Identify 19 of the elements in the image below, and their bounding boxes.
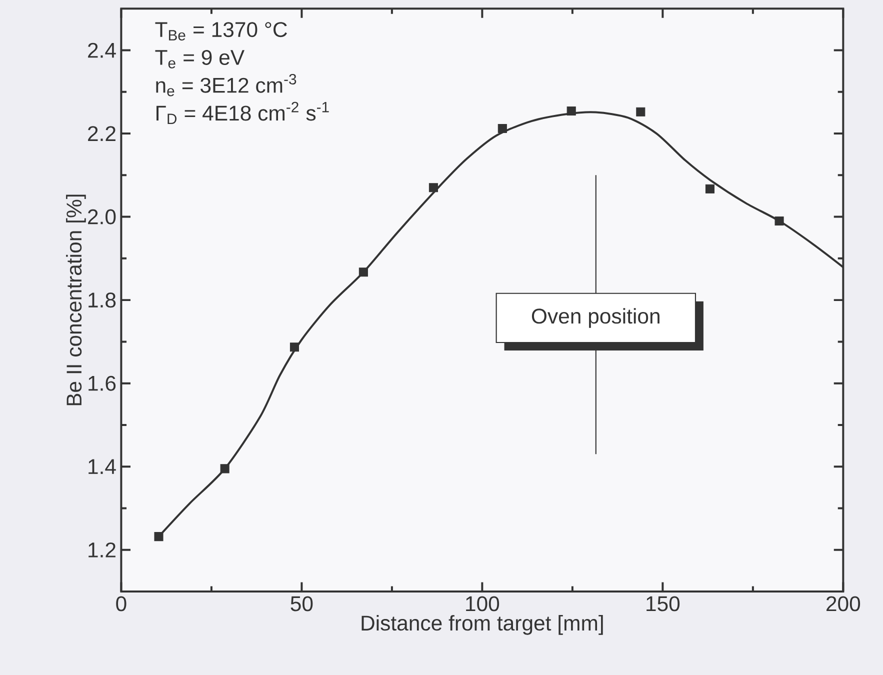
- y-tick-label: 1.2: [88, 542, 116, 558]
- annotation: Γ$_{D}$ = 4E18 cm$^{-2}$ s$^{-1}$: [156, 102, 329, 124]
- y-tick-label: 1.8: [88, 292, 116, 308]
- x-tick-label: 150: [646, 596, 680, 612]
- annotation: n$_{e}$ = 3E12 cm$^{-3}$: [156, 74, 296, 96]
- y-tick-label: 1.6: [88, 376, 116, 391]
- x-axis-title: Distance from target [mm]: [362, 614, 603, 635]
- x-tick-label: 100: [466, 596, 500, 612]
- x-tick-label: 200: [826, 596, 860, 612]
- y-tick-label: 2.2: [88, 126, 116, 141]
- annotation: T$_{e}$ = 9 eV: [155, 50, 244, 68]
- annotation: T$_{Be}$ = 1370 °C: [155, 22, 287, 40]
- x-tick-label: 0: [116, 596, 126, 612]
- y-axis-title: Be II concentration [%]: [66, 194, 86, 406]
- y-tick-label: 1.4: [88, 459, 116, 474]
- y-tick-label: 2.0: [88, 209, 116, 224]
- x-tick-label: 50: [290, 596, 313, 612]
- ref-line-label: Oven position: [532, 308, 660, 328]
- y-tick-label: 2.4: [88, 42, 116, 58]
